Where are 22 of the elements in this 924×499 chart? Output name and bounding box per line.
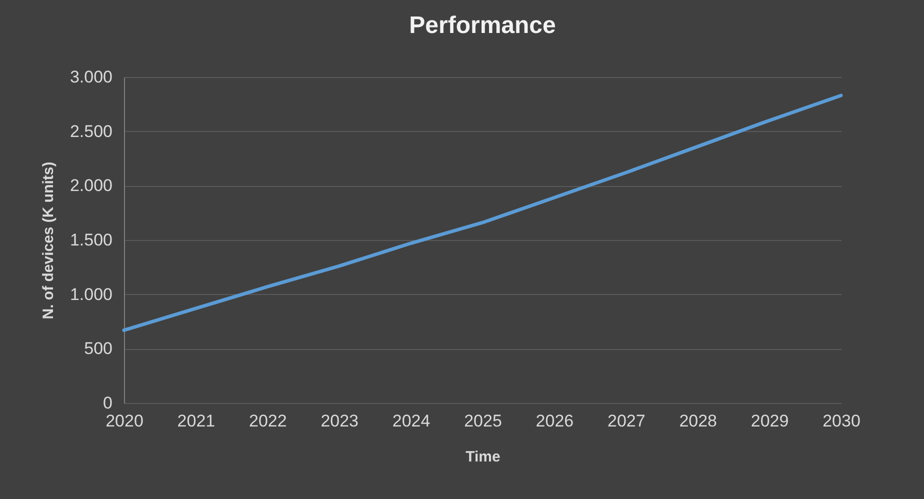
- x-tick-label: 2027: [607, 412, 646, 430]
- x-tick-label: 2029: [750, 412, 789, 430]
- x-tick-label: 2023: [320, 412, 359, 430]
- x-tick-label: 2020: [106, 412, 144, 430]
- y-tick-label: 2.000: [70, 176, 112, 196]
- y-tick-label: 3.000: [70, 68, 112, 86]
- x-tick-label: 2022: [248, 412, 287, 430]
- y-tick-label: 0: [103, 394, 112, 412]
- x-axis-title: Time: [466, 448, 500, 466]
- x-tick-label: 2028: [679, 412, 718, 430]
- line-series: [122, 94, 843, 332]
- y-axis-title: N. of devices (K units): [40, 162, 57, 320]
- x-tick-label: 2025: [464, 412, 502, 430]
- x-tick-label: 2030: [822, 412, 860, 430]
- x-tick-label: 2026: [536, 412, 574, 430]
- x-tick-label: 2024: [392, 412, 430, 430]
- x-tick-label: 2021: [177, 412, 216, 430]
- y-tick-label: 2.500: [70, 122, 112, 141]
- y-tick-label: 1.000: [70, 284, 112, 304]
- y-tick-label: 1.500: [70, 230, 112, 250]
- chart-title: Performance: [409, 12, 556, 39]
- y-tick-label: 500: [84, 339, 112, 358]
